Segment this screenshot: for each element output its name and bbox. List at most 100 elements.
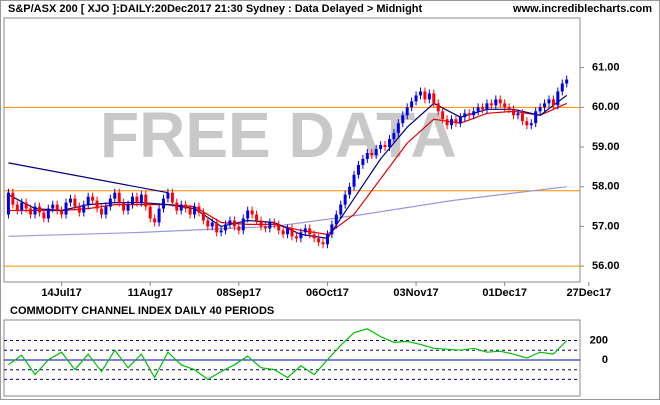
candle-body [68, 198, 72, 203]
candle-body [489, 103, 493, 106]
candle-body [374, 149, 378, 155]
candle-body [365, 152, 369, 159]
candle-body [432, 93, 436, 104]
candle-body [73, 198, 77, 207]
candle-body [64, 202, 68, 215]
candle-body [427, 93, 431, 100]
candle-body [255, 214, 259, 221]
y-tick-label: 57.00 [592, 220, 620, 232]
candle-body [299, 232, 303, 239]
y-tick-label: 200 [590, 334, 608, 346]
candle-body [175, 202, 179, 211]
x-tick-label: 08Sep17 [217, 287, 262, 299]
price-panel [3, 17, 581, 283]
candle-body [463, 113, 467, 118]
candle-body [95, 200, 99, 209]
candle-body [86, 196, 90, 205]
candle-body [356, 164, 360, 175]
candle-body [560, 83, 564, 92]
candle-body [325, 234, 329, 245]
candle-body [405, 107, 409, 116]
candle-body [77, 206, 81, 213]
candle-body [551, 99, 555, 106]
candle-body [334, 214, 338, 225]
candle-body [259, 220, 263, 227]
candle-body [303, 228, 307, 233]
candle-body [6, 192, 10, 215]
candle-body [108, 198, 112, 207]
candle-body [228, 220, 232, 225]
x-tick-label: 14Jul17 [41, 287, 81, 299]
candle-body [250, 210, 254, 215]
candle-body [193, 206, 197, 215]
candle-body [170, 192, 174, 203]
candle-body [418, 91, 422, 96]
candle-body [436, 103, 440, 112]
candle-body [219, 230, 223, 233]
candle-body [55, 204, 59, 211]
candle-body [512, 109, 516, 116]
candle-body [401, 115, 405, 124]
candle-body [201, 212, 205, 221]
cci-title: COMMODITY CHANNEL INDEX DAILY 40 PERIODS [10, 305, 274, 317]
candle-body [565, 79, 569, 84]
cci-panel [3, 319, 581, 397]
series-line [8, 328, 568, 381]
candle-body [11, 192, 15, 205]
candle-body [343, 194, 347, 205]
candle-body [379, 145, 383, 150]
candle-body [144, 194, 148, 207]
candle-body [534, 111, 538, 124]
y-tick-label: 61.00 [592, 62, 620, 74]
candle-body [317, 238, 321, 243]
candle-body [472, 111, 476, 116]
candle-body [104, 206, 108, 215]
candle-body [387, 139, 391, 148]
site: www.incrediblecharts.com [512, 3, 652, 15]
candle-body [162, 198, 166, 209]
candle-body [157, 208, 161, 223]
candle-body [33, 206, 37, 215]
x-tick-label: 06Oct17 [306, 287, 349, 299]
candle-body [188, 208, 192, 215]
candle-body [46, 208, 50, 219]
candle-body [520, 113, 524, 122]
candle-body [82, 204, 86, 213]
y-tick-label: 0 [602, 354, 608, 366]
candle-body [130, 196, 134, 205]
candle-body [184, 204, 188, 209]
candle-body [15, 204, 19, 211]
candle-body [348, 186, 352, 195]
candle-body [476, 107, 480, 112]
candle-body [498, 99, 502, 104]
candle-body [503, 103, 507, 108]
candle-body [206, 220, 210, 227]
candle-body [414, 95, 418, 102]
candle-body [339, 204, 343, 215]
candle-body [392, 133, 396, 140]
candle-body [352, 174, 356, 187]
y-tick-label: 60.00 [592, 101, 620, 113]
candle-body [516, 113, 520, 116]
x-tick-label: 11Aug17 [128, 287, 173, 299]
y-tick-label: 56.00 [592, 260, 620, 272]
candle-body [99, 208, 103, 215]
candle-body [458, 117, 462, 124]
candle-body [237, 226, 241, 231]
candle-body [294, 236, 298, 239]
candle-body [330, 224, 334, 235]
candle-body [450, 119, 454, 126]
candle-body [37, 206, 41, 213]
candle-body [286, 228, 290, 235]
candle-body [543, 103, 547, 108]
candle-body [91, 196, 95, 201]
series-line [8, 186, 567, 237]
candle-body [113, 192, 117, 199]
candle-body [179, 204, 183, 211]
candle-body [24, 202, 28, 209]
candle-body [51, 204, 55, 209]
candle-body [410, 101, 414, 108]
candle-body [277, 224, 281, 231]
candle-body [454, 119, 458, 124]
